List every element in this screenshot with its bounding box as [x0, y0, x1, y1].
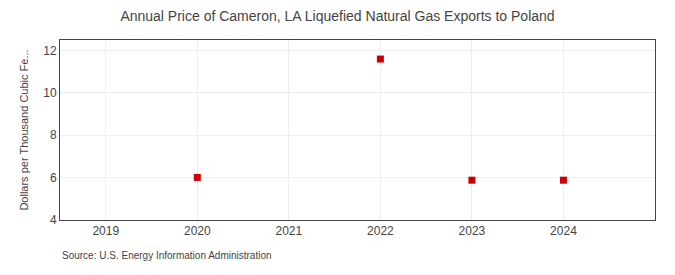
- svg-text:2023: 2023: [459, 224, 486, 238]
- svg-text:4: 4: [50, 213, 57, 227]
- svg-text:2019: 2019: [92, 224, 119, 238]
- svg-text:2024: 2024: [550, 224, 577, 238]
- svg-text:10: 10: [43, 86, 57, 100]
- svg-text:6: 6: [50, 171, 57, 185]
- svg-text:Source: U.S. Energy Informatio: Source: U.S. Energy Information Administ…: [62, 250, 272, 261]
- svg-text:2020: 2020: [184, 224, 211, 238]
- svg-text:2022: 2022: [367, 224, 394, 238]
- svg-text:Annual Price of Cameron, LA Li: Annual Price of Cameron, LA Liquefied Na…: [120, 8, 554, 24]
- svg-text:12: 12: [43, 44, 57, 58]
- svg-text:2021: 2021: [275, 224, 302, 238]
- svg-text:Dollars per Thousand Cubic Fe.: Dollars per Thousand Cubic Fe...: [18, 49, 30, 210]
- svg-text:8: 8: [50, 128, 57, 142]
